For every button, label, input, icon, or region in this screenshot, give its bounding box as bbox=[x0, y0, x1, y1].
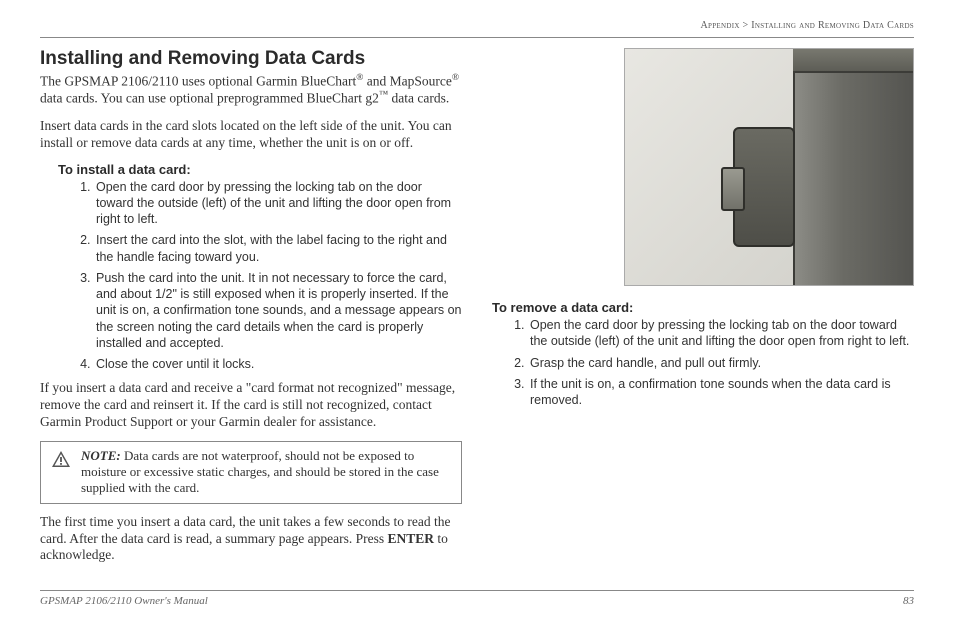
list-item: Open the card door by pressing the locki… bbox=[528, 317, 914, 350]
warning-icon bbox=[51, 450, 71, 468]
device-photo bbox=[624, 48, 914, 286]
note-label: NOTE: bbox=[81, 448, 121, 463]
breadcrumb-page: Installing and Removing Data Cards bbox=[751, 20, 914, 31]
device-top-edge bbox=[793, 49, 913, 73]
list-item: Grasp the card handle, and pull out firm… bbox=[528, 355, 914, 371]
list-item: If the unit is on, a confirmation tone s… bbox=[528, 376, 914, 409]
list-item: Close the cover until it locks. bbox=[94, 356, 462, 372]
breadcrumb: Appendix > Installing and Removing Data … bbox=[40, 20, 914, 31]
footer-title: GPSMAP 2106/2110 Owner's Manual bbox=[40, 595, 208, 607]
list-item: Insert the card into the slot, with the … bbox=[94, 232, 462, 265]
page-title: Installing and Removing Data Cards bbox=[40, 48, 462, 70]
install-steps: Open the card door by pressing the locki… bbox=[78, 179, 462, 373]
install-heading: To install a data card: bbox=[58, 162, 462, 177]
first-time-para: The first time you insert a data card, t… bbox=[40, 514, 462, 565]
intro-para-1: The GPSMAP 2106/2110 uses optional Garmi… bbox=[40, 73, 462, 108]
note-text: NOTE: Data cards are not waterproof, sho… bbox=[81, 448, 451, 497]
breadcrumb-sep: > bbox=[740, 20, 752, 31]
list-item: Push the card into the unit. It in not n… bbox=[94, 270, 462, 351]
content-columns: Installing and Removing Data Cards The G… bbox=[40, 48, 914, 574]
header-rule bbox=[40, 37, 914, 38]
card-latch bbox=[721, 167, 745, 211]
reg-mark-icon: ® bbox=[452, 73, 459, 83]
left-column: Installing and Removing Data Cards The G… bbox=[40, 48, 462, 574]
enter-key-label: ENTER bbox=[387, 531, 434, 546]
remove-heading: To remove a data card: bbox=[492, 300, 914, 315]
list-item: Open the card door by pressing the locki… bbox=[94, 179, 462, 228]
intro-para-2: Insert data cards in the card slots loca… bbox=[40, 118, 462, 152]
after-install-para: If you insert a data card and receive a … bbox=[40, 380, 462, 431]
right-column: To remove a data card: Open the card doo… bbox=[492, 48, 914, 574]
page-footer: GPSMAP 2106/2110 Owner's Manual 83 bbox=[40, 590, 914, 607]
note-box: NOTE: Data cards are not waterproof, sho… bbox=[40, 441, 462, 504]
breadcrumb-section: Appendix bbox=[701, 20, 740, 31]
device-side-panel bbox=[793, 49, 913, 285]
page-number: 83 bbox=[903, 595, 914, 607]
note-body: Data cards are not waterproof, should no… bbox=[81, 448, 439, 496]
remove-steps: Open the card door by pressing the locki… bbox=[512, 317, 914, 408]
tm-mark-icon: ™ bbox=[379, 90, 388, 100]
